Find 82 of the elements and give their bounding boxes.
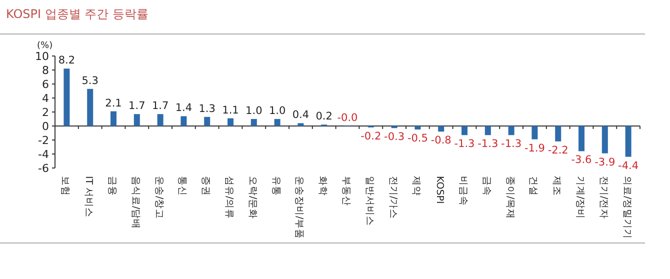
- bar: [250, 119, 257, 126]
- data-label: -1.3: [478, 138, 498, 150]
- x-tick-label: 화학: [317, 176, 328, 196]
- y-tick-label: -2: [38, 134, 49, 147]
- x-tick-label: 통신: [176, 176, 188, 196]
- x-tick-label: 기계/장비: [574, 176, 586, 220]
- data-label: -4.4: [618, 160, 639, 172]
- bar: [64, 68, 70, 126]
- x-tick-label: 오락/문화: [246, 176, 258, 220]
- y-tick-label: -4: [38, 148, 49, 161]
- x-tick-label: 의료/정밀기기: [621, 176, 632, 240]
- bar: [555, 126, 562, 142]
- y-tick-label: 8: [42, 64, 49, 77]
- y-axis-title: (%): [37, 41, 53, 51]
- data-label: -1.9: [524, 142, 545, 154]
- x-tick-label: 음식료/담배: [130, 176, 141, 230]
- bar: [462, 126, 468, 136]
- bar: [578, 126, 584, 152]
- x-tick-label: 전기/전자: [598, 176, 609, 220]
- x-tick-label: KOSPI: [434, 176, 446, 204]
- x-tick-label: 부동산: [340, 176, 352, 206]
- x-tick-label: 비금속: [458, 176, 468, 206]
- bar: [532, 126, 538, 140]
- data-label: -0.3: [384, 131, 405, 144]
- data-label: 1.3: [198, 102, 216, 115]
- x-tick-label: 전기/가스: [387, 176, 398, 220]
- bar: [625, 126, 632, 157]
- data-label: -0.8: [430, 134, 452, 147]
- data-label: 0.4: [292, 109, 310, 122]
- data-label: -3.6: [571, 154, 592, 166]
- x-tick-label: 금융: [106, 176, 118, 196]
- bar: [157, 114, 164, 126]
- data-label: -0.0: [337, 112, 358, 124]
- x-tick-label: 제조: [551, 176, 562, 196]
- data-label: -0.5: [407, 132, 428, 144]
- bar: [87, 88, 94, 126]
- data-label: 2.1: [105, 97, 122, 110]
- y-tick-label: 6: [42, 78, 49, 91]
- bar: [274, 119, 280, 126]
- x-tick-label: 운송/창고: [153, 176, 164, 220]
- data-label: -2.2: [548, 144, 568, 156]
- bar: [180, 116, 187, 126]
- data-label: 8.2: [58, 54, 76, 67]
- bar: [134, 114, 140, 126]
- data-label: -3.9: [594, 156, 616, 168]
- y-tick-label: 4: [42, 92, 49, 105]
- y-tick-label: -6: [38, 162, 49, 175]
- data-label: 1.7: [128, 100, 146, 112]
- title: KOSPI 업종별 주간 등락률: [6, 7, 148, 21]
- data-label: 5.3: [82, 74, 98, 87]
- x-tick-label: 건설: [528, 176, 539, 196]
- bar: [110, 111, 116, 126]
- bar: [438, 126, 444, 132]
- y-tick-label: 0: [42, 120, 49, 133]
- bar: [298, 123, 304, 126]
- x-tick-label: 보험: [60, 176, 71, 196]
- data-label: 1.1: [222, 104, 239, 116]
- x-tick-label: 운송장비/부품: [294, 176, 305, 240]
- x-tick-label: 증권: [200, 176, 212, 196]
- bar: [508, 126, 514, 136]
- x-tick-label: 섬유/의류: [224, 176, 234, 220]
- data-label: -1.3: [501, 138, 522, 150]
- bar: [484, 126, 491, 136]
- x-tick-label: 금속: [480, 176, 492, 196]
- bar: [204, 116, 210, 126]
- x-tick-label: IT 서비스: [83, 176, 94, 218]
- x-tick-label: 일반서비스: [364, 176, 375, 226]
- x-tick-label: 유통: [270, 176, 282, 196]
- bar: [602, 126, 608, 154]
- y-tick-label: 2: [42, 106, 49, 119]
- data-label: 1.4: [175, 102, 192, 114]
- x-tick-label: 제약: [410, 176, 422, 196]
- data-label: 0.2: [316, 110, 332, 123]
- data-label: -1.3: [454, 138, 475, 150]
- x-tick-label: 종이/목재: [504, 176, 516, 220]
- data-label: 1.0: [268, 105, 286, 117]
- data-label: -0.2: [360, 130, 382, 142]
- data-label: 1.7: [152, 100, 169, 112]
- bar: [414, 126, 421, 130]
- data-label: 1.0: [246, 105, 262, 117]
- y-tick-label: 10: [35, 50, 49, 63]
- bar: [228, 118, 234, 126]
